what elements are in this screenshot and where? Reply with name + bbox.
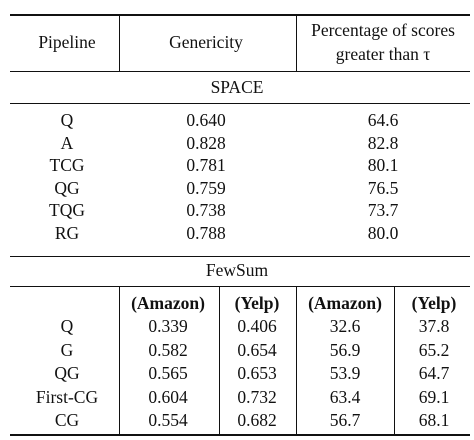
table-row-pct-amazon: 32.6 bbox=[329, 316, 361, 336]
table-row-pct-yelp: 69.1 bbox=[418, 386, 450, 407]
table-row-genericity: 0.788 bbox=[186, 223, 226, 243]
table-row-pipeline: QG bbox=[54, 177, 80, 198]
table-row-pipeline: A bbox=[60, 132, 74, 153]
table-row-pct-amazon: 56.7 bbox=[329, 410, 361, 430]
fewsum-subheader-pct-yelp: (Yelp) bbox=[411, 293, 457, 313]
table-row-percentage: 76.5 bbox=[367, 177, 399, 198]
table-row-percentage: 80.0 bbox=[367, 223, 399, 243]
fewsum-subheader-gen-yelp: (Yelp) bbox=[234, 293, 280, 313]
table-row-pipeline: RG bbox=[54, 223, 80, 243]
table-row-pct-amazon: 63.4 bbox=[329, 386, 361, 407]
table-row-gen-amazon: 0.554 bbox=[148, 410, 188, 430]
space-title-rule bbox=[10, 103, 470, 104]
table-row-pct-amazon: 56.9 bbox=[329, 339, 361, 360]
space-section-title: SPACE bbox=[210, 77, 264, 97]
top-rule bbox=[10, 14, 470, 16]
table-row-percentage: 82.8 bbox=[367, 132, 399, 153]
table-row-gen-yelp: 0.682 bbox=[237, 410, 277, 430]
table-row-pct-yelp: 65.2 bbox=[418, 339, 450, 360]
fewsum-subheader-pct-amazon: (Amazon) bbox=[308, 293, 382, 313]
header-percentage-line2: greater than τ bbox=[335, 44, 431, 64]
header-pipeline: Pipeline bbox=[38, 32, 96, 52]
table-row-gen-amazon: 0.604 bbox=[148, 386, 188, 407]
header-rule bbox=[10, 71, 470, 72]
table-row-pct-amazon: 53.9 bbox=[329, 363, 361, 383]
header-percentage-line1: Percentage of scores bbox=[311, 20, 455, 40]
table-row-pipeline: QG bbox=[54, 363, 80, 383]
fewsum-divider-3 bbox=[296, 287, 297, 434]
table-row-pct-yelp: 64.7 bbox=[418, 363, 450, 383]
header-divider-1 bbox=[119, 16, 120, 71]
table-row-genericity: 0.640 bbox=[186, 110, 226, 130]
table-row-genericity: 0.781 bbox=[186, 155, 226, 176]
table-row-pipeline: CG bbox=[54, 410, 80, 430]
table-row-pipeline: First-CG bbox=[35, 386, 99, 407]
table-row-pct-yelp: 37.8 bbox=[418, 316, 450, 336]
fewsum-section-title: FewSum bbox=[205, 260, 269, 280]
header-genericity: Genericity bbox=[169, 32, 243, 52]
table-row-pipeline: G bbox=[60, 339, 74, 360]
fewsum-divider-2 bbox=[219, 287, 220, 434]
table-row-pipeline: TQG bbox=[49, 200, 85, 221]
table-row-gen-yelp: 0.406 bbox=[237, 316, 277, 336]
bottom-rule bbox=[10, 434, 470, 436]
table-row-genericity: 0.828 bbox=[186, 132, 226, 153]
fewsum-divider-1 bbox=[119, 287, 120, 434]
space-end-rule bbox=[10, 256, 470, 257]
table-row-gen-amazon: 0.565 bbox=[148, 363, 188, 383]
table-row-gen-yelp: 0.732 bbox=[237, 386, 277, 407]
table-row-pipeline: TCG bbox=[49, 155, 85, 176]
table-row-pipeline: Q bbox=[60, 110, 74, 130]
table-row-gen-amazon: 0.582 bbox=[148, 339, 188, 360]
table-row-gen-yelp: 0.654 bbox=[237, 339, 277, 360]
table-row-pipeline: Q bbox=[60, 316, 74, 336]
fewsum-divider-4 bbox=[394, 287, 395, 434]
table-row-gen-amazon: 0.339 bbox=[148, 316, 188, 336]
fewsum-subheader-gen-amazon: (Amazon) bbox=[131, 293, 205, 313]
table-row-genericity: 0.738 bbox=[186, 200, 226, 221]
table-row-percentage: 64.6 bbox=[367, 110, 399, 130]
table-row-gen-yelp: 0.653 bbox=[237, 363, 277, 383]
table-row-percentage: 73.7 bbox=[367, 200, 399, 221]
table-row-pct-yelp: 68.1 bbox=[418, 410, 450, 430]
header-divider-2 bbox=[296, 16, 297, 71]
fewsum-title-rule bbox=[10, 286, 470, 287]
table-row-genericity: 0.759 bbox=[186, 177, 226, 198]
table-row-percentage: 80.1 bbox=[367, 155, 399, 176]
